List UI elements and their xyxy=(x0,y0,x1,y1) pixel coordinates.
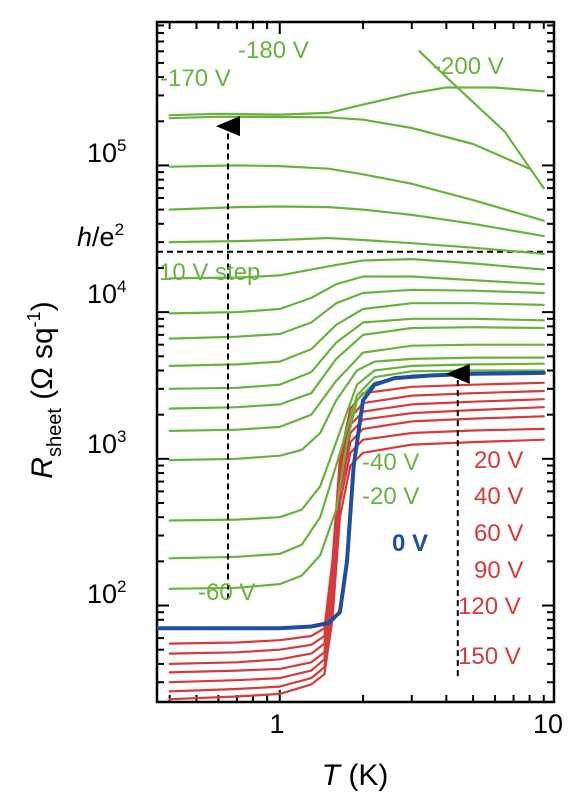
label-20v: 20 V xyxy=(474,447,523,474)
green-curve-12 xyxy=(168,343,545,432)
y-tick-label-10000: 104 xyxy=(87,277,127,309)
label-90v: 90 V xyxy=(474,557,523,584)
label-60v: 60 V xyxy=(474,520,523,547)
red-curve-6 xyxy=(168,438,545,701)
blue-curve-0 xyxy=(157,370,546,631)
x-axis-title: T (K) xyxy=(322,759,389,792)
green-curve-9 xyxy=(168,302,545,367)
green-curve-15 xyxy=(168,369,545,560)
label-40v: 40 V xyxy=(474,483,523,510)
y-tick-label-100: 102 xyxy=(87,577,127,609)
green-curve-14 xyxy=(168,362,545,522)
green-curve-13 xyxy=(168,356,545,462)
label-minus-200v: -200 V xyxy=(433,53,504,80)
green-curve-7 xyxy=(168,275,545,315)
y-tick-label-1000: 103 xyxy=(87,427,127,459)
y-tick-label-100000: 105 xyxy=(87,136,127,168)
label-minus-60v: -60 V xyxy=(198,579,255,606)
x-tick-label-10: 10 xyxy=(533,709,563,739)
green-curve-5 xyxy=(168,236,545,255)
green-curve-2 xyxy=(418,50,545,190)
green-curve-6 xyxy=(168,258,545,280)
label-minus-170v: -170 V xyxy=(160,65,231,92)
green-curve-0 xyxy=(168,86,545,117)
green-curve-8 xyxy=(168,288,545,340)
green-curve-3 xyxy=(168,164,545,222)
label-minus-20v: -20 V xyxy=(362,483,419,510)
label-150v: 150 V xyxy=(458,643,521,670)
label-minus-180v: -180 V xyxy=(238,37,309,64)
green-curve-1 xyxy=(168,115,531,170)
label-0v: 0 V xyxy=(392,530,428,557)
label-10v-step: 10 V step xyxy=(159,259,260,286)
axis-ticks xyxy=(157,22,554,702)
green-curve-11 xyxy=(168,326,545,410)
plot-frame xyxy=(155,20,556,704)
h-over-e2-label: h/e2 xyxy=(77,220,124,252)
label-minus-40v: -40 V xyxy=(362,449,419,476)
data-curves xyxy=(157,50,546,701)
y-axis-title: Rsheet (Ω sq-1) xyxy=(24,301,66,478)
green-curve-10 xyxy=(168,317,545,390)
arrows xyxy=(215,116,470,677)
x-tick-label-1: 1 xyxy=(269,709,284,739)
label-120v: 120 V xyxy=(458,593,521,620)
green-curve-4 xyxy=(168,205,545,238)
